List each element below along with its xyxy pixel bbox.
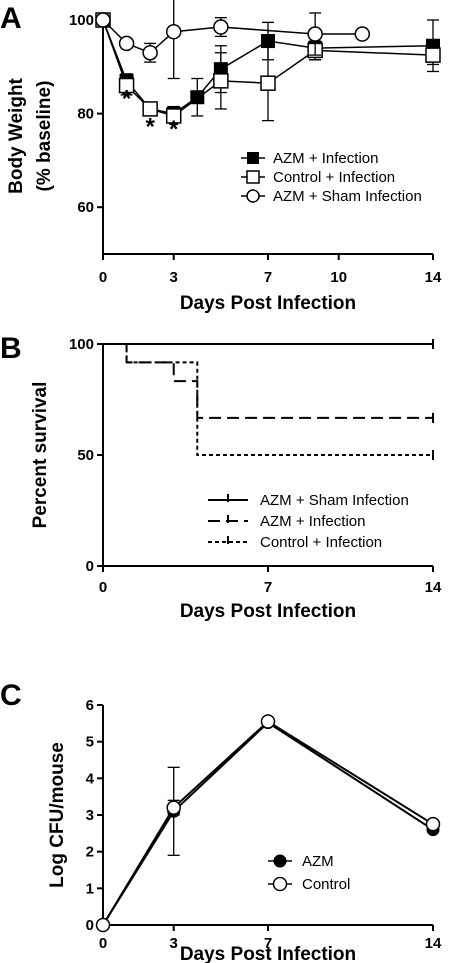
series-path xyxy=(102,721,434,926)
data-point xyxy=(118,77,135,94)
data-point xyxy=(246,170,260,184)
y-tick-label: 5 xyxy=(86,734,94,751)
data-point xyxy=(261,34,275,49)
significance-star: * xyxy=(122,86,132,113)
series-line xyxy=(95,714,441,933)
data-point xyxy=(213,19,229,35)
data-point xyxy=(272,876,288,892)
data-point xyxy=(425,816,441,832)
y-tick-label: 50 xyxy=(77,447,94,464)
legend-label: Control xyxy=(302,876,350,893)
data-point xyxy=(246,189,260,203)
y-axis-title: (% baseline) xyxy=(34,81,55,192)
data-point xyxy=(273,854,287,868)
x-tick-label: 14 xyxy=(425,579,442,596)
panel-letter: C xyxy=(0,679,22,712)
data-point xyxy=(166,800,181,815)
x-tick-label: 3 xyxy=(170,935,178,952)
y-tick-label: 0 xyxy=(86,558,94,575)
y-axis-title: Percent survival xyxy=(30,382,51,529)
data-point xyxy=(425,47,441,63)
x-tick-label: 14 xyxy=(425,269,442,286)
y-tick-label: 4 xyxy=(86,770,95,787)
legend-label: AZM + Infection xyxy=(260,513,365,530)
y-tick-label: 100 xyxy=(69,336,94,353)
data-point xyxy=(213,73,229,89)
data-point xyxy=(95,917,111,933)
legend-label: AZM xyxy=(302,853,334,870)
legend-label: Control + Infection xyxy=(273,169,395,186)
significance-star: * xyxy=(145,114,155,141)
legend-label: AZM + Sham Infection xyxy=(273,188,422,205)
data-point xyxy=(260,714,276,729)
y-tick-label: 0 xyxy=(86,917,94,934)
panel-letter: B xyxy=(0,332,22,365)
panel-b: B 0 50 100 0 7 14 Days Post Infection Percent su… xyxy=(0,332,442,622)
y-axis-title: Body Weight xyxy=(6,77,27,193)
data-point xyxy=(247,152,259,164)
y-tick-label: 6 xyxy=(86,697,94,714)
data-point xyxy=(165,23,182,40)
legend: AZM Control xyxy=(268,853,350,893)
legend-label: AZM + Infection xyxy=(273,150,378,167)
y-tick-label: 1 xyxy=(86,880,94,897)
x-tick-label: 0 xyxy=(99,935,107,952)
y-tick-label: 80 xyxy=(77,106,94,123)
data-point xyxy=(354,26,371,42)
x-axis-title: Days Post Infection xyxy=(180,293,356,314)
x-tick-label: 7 xyxy=(264,269,272,286)
panel-c: C 0 1 2 3 4 5 6 0 3 7 14 Days Post Infection Log CFU/… xyxy=(0,679,442,963)
data-point xyxy=(118,35,135,52)
legend-label: AZM + Sham Infection xyxy=(260,492,409,509)
y-tick-label: 3 xyxy=(86,807,94,824)
x-tick-label: 3 xyxy=(170,269,178,286)
legend: AZM + Sham Infection AZM + Infection Contr… xyxy=(208,492,409,551)
legend: AZM + Infection Control + Infection AZM + … xyxy=(241,150,422,205)
x-tick-label: 7 xyxy=(264,579,272,596)
data-point xyxy=(142,45,158,61)
series-path xyxy=(102,720,434,926)
legend-label: Control + Infection xyxy=(260,534,382,551)
survival-curve xyxy=(103,343,433,419)
x-axis-title: Days Post Infection xyxy=(180,944,356,963)
x-tick-label: 14 xyxy=(425,935,442,952)
x-axis-title: Days Post Infection xyxy=(180,601,356,622)
data-point xyxy=(307,26,323,42)
data-point xyxy=(165,108,182,124)
data-point xyxy=(260,75,276,91)
panel-letter: A xyxy=(0,2,22,35)
y-tick-label: 60 xyxy=(77,199,94,216)
y-tick-label: 100 xyxy=(69,12,94,29)
data-point xyxy=(142,101,158,117)
x-tick-label: 10 xyxy=(330,269,347,286)
significance-star: * xyxy=(169,116,179,143)
panel-a: A 60 80 100 0 3 7 10 14 Days Post Infection Body W… xyxy=(0,0,442,314)
x-tick-label: 0 xyxy=(99,269,107,286)
x-tick-label: 0 xyxy=(99,579,107,596)
y-tick-label: 2 xyxy=(86,844,94,861)
survival-curve xyxy=(103,343,433,456)
x-tick-label: 7 xyxy=(264,935,272,952)
series-line xyxy=(95,0,371,80)
y-axis-title: Log CFU/mouse xyxy=(47,742,68,888)
series-line xyxy=(96,716,440,932)
data-point xyxy=(95,12,111,28)
